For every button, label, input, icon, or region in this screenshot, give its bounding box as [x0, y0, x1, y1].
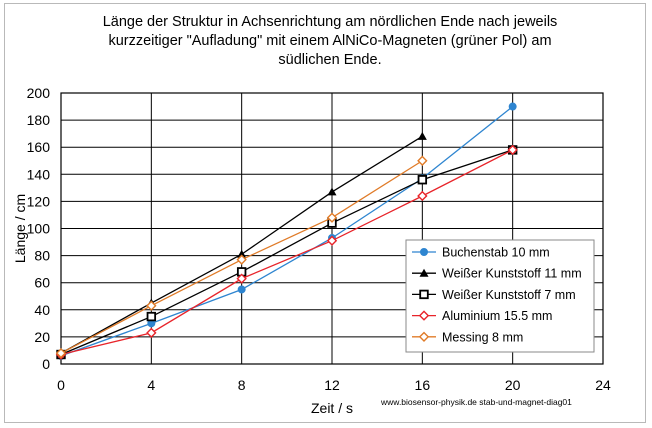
y-tick-label: 180	[27, 112, 51, 128]
legend-marker-2	[419, 289, 429, 300]
data-point-series-3	[146, 327, 157, 339]
data-point-series-4	[326, 212, 338, 223]
y-tick-label: 140	[27, 166, 51, 182]
data-point-series-2	[417, 175, 428, 185]
data-point-series-4	[236, 254, 247, 265]
chart-title-line-2: kurzzeitiger "Aufladung" mit einem AlNiC…	[108, 33, 552, 49]
legend-label-2: Weißer Kunststoff 7 mm	[442, 288, 576, 302]
y-tick-label: 160	[27, 139, 51, 155]
y-tick-label: 0	[42, 356, 50, 372]
chart-title-line-3: südlichen Ende.	[278, 52, 382, 68]
y-tick-label: 200	[27, 85, 51, 101]
data-point-series-3	[236, 273, 247, 284]
x-axis-label: Zeit / s	[311, 400, 353, 416]
x-tick-label: 8	[238, 377, 246, 393]
plot-border	[60, 92, 604, 365]
x-tick-label: 4	[147, 377, 155, 393]
data-point-series-0	[237, 285, 246, 294]
series-line-0	[60, 106, 514, 357]
data-point-series-1	[237, 249, 247, 258]
series-line-3	[60, 149, 513, 356]
data-point-series-3	[507, 144, 518, 156]
y-tick-label: 120	[27, 193, 51, 209]
data-point-series-1	[327, 187, 337, 196]
y-tick-label: 100	[27, 221, 51, 237]
data-point-series-3	[417, 190, 428, 202]
data-point-series-4	[146, 300, 157, 311]
data-point-series-4	[417, 155, 428, 166]
x-tick-label: 16	[415, 377, 431, 393]
legend-marker-1	[419, 268, 429, 277]
data-point-series-4	[55, 347, 67, 359]
legend-label-0: Buchenstab 10 mm	[442, 246, 550, 260]
x-tick-label: 12	[324, 377, 340, 393]
legend-box	[405, 239, 595, 353]
source-footer: www.biosensor-physik.de stab-und-magnet-…	[381, 397, 572, 407]
legend-label-3: Aluminium 15.5 mm	[442, 309, 552, 323]
x-tick-label: 20	[505, 377, 521, 393]
y-tick-label: 80	[34, 248, 50, 264]
legend-marker-0	[420, 248, 428, 256]
y-tick-label: 20	[34, 329, 50, 345]
y-tick-label: 40	[34, 302, 50, 318]
y-tick-label: 60	[34, 275, 50, 291]
x-tick-label: 24	[595, 377, 611, 393]
chart-title: Länge der Struktur in Achsenrichtung am …	[60, 13, 600, 70]
legend-label-1: Weißer Kunststoff 11 mm	[442, 267, 582, 281]
data-point-series-0	[508, 102, 517, 111]
chart-title-line-1: Länge der Struktur in Achsenrichtung am …	[102, 14, 558, 30]
data-point-series-2	[146, 311, 157, 322]
y-axis-label: Länge / cm	[12, 194, 28, 263]
data-point-series-3	[326, 235, 338, 246]
data-point-series-1	[417, 131, 427, 140]
legend-marker-3	[418, 310, 430, 321]
series-line-2	[60, 149, 513, 356]
legend-label-4: Messing 8 mm	[442, 330, 523, 344]
legend-marker-4	[418, 331, 430, 342]
x-tick-label: 0	[57, 377, 65, 393]
